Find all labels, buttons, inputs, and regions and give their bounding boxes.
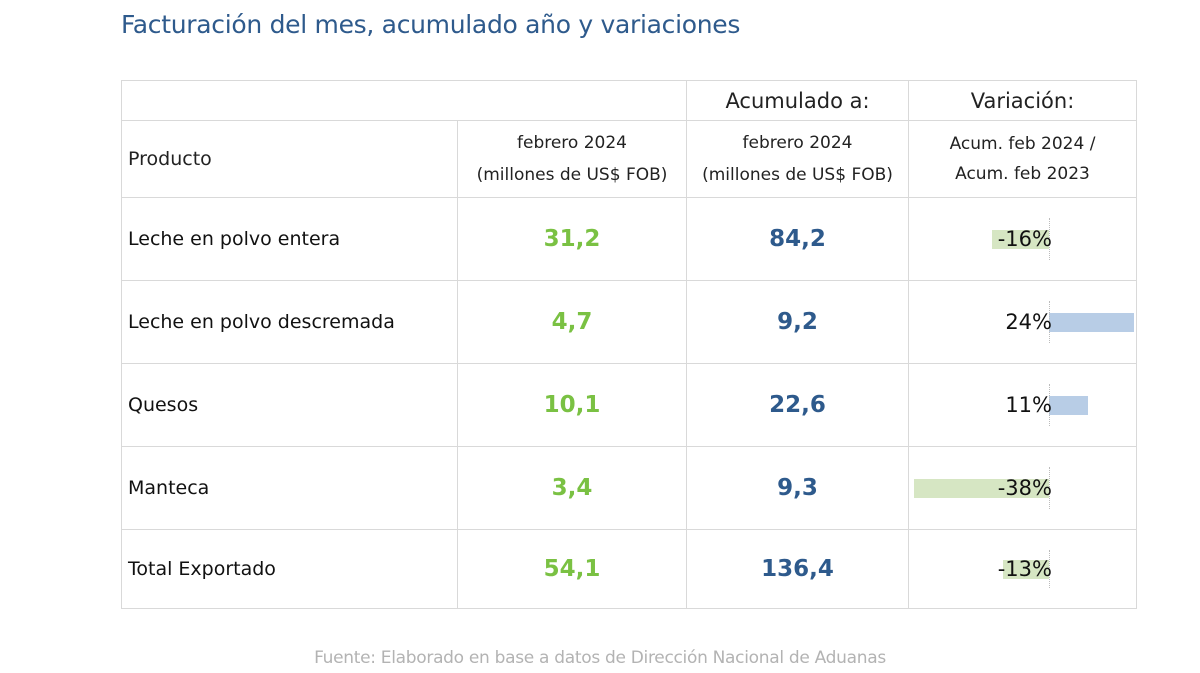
header-acum: febrero 2024 (millones de US$ FOB) [686, 120, 909, 198]
table-row: Manteca 3,4 9,3 -38% [121, 446, 1137, 530]
header-blank [121, 80, 687, 121]
zero-axis [1049, 301, 1050, 343]
header-row-sub: Producto febrero 2024 (millones de US$ F… [121, 120, 1137, 198]
product-name: Manteca [121, 446, 458, 530]
acum-value: 22,6 [686, 363, 909, 447]
total-month-value: 54,1 [457, 529, 687, 609]
header-var-line2: Acum. feb 2023 [955, 164, 1090, 184]
header-producto: Producto [121, 120, 458, 198]
total-label: Total Exportado [121, 529, 458, 609]
variation-value: -16% [997, 227, 1052, 251]
header-acum-unit: (millones de US$ FOB) [702, 165, 893, 185]
acum-value: 84,2 [686, 197, 909, 281]
product-name: Quesos [121, 363, 458, 447]
month-value: 3,4 [457, 446, 687, 530]
header-variacion: Variación: [908, 80, 1137, 121]
table-row: Leche en polvo entera 31,2 84,2 -16% [121, 197, 1137, 281]
variation-value: 11% [1005, 393, 1052, 417]
header-var: Acum. feb 2024 / Acum. feb 2023 [908, 120, 1137, 198]
page-title: Facturación del mes, acumulado año y var… [121, 10, 741, 39]
month-value: 31,2 [457, 197, 687, 281]
variation-cell: 24% [908, 280, 1137, 364]
total-variation-value: -13% [997, 557, 1052, 581]
header-month: febrero 2024 (millones de US$ FOB) [457, 120, 687, 198]
billing-table: Acumulado a: Variación: Producto febrero… [121, 80, 1137, 609]
header-acumulado: Acumulado a: [686, 80, 909, 121]
variation-cell: -16% [908, 197, 1137, 281]
month-value: 10,1 [457, 363, 687, 447]
total-acum-value: 136,4 [686, 529, 909, 609]
total-variation-cell: -13% [908, 529, 1137, 609]
header-var-line1: Acum. feb 2024 / [949, 134, 1096, 154]
header-acum-label: febrero 2024 [742, 133, 853, 153]
product-name: Leche en polvo entera [121, 197, 458, 281]
variation-cell: 11% [908, 363, 1137, 447]
acum-value: 9,2 [686, 280, 909, 364]
table-row: Quesos 10,1 22,6 11% [121, 363, 1137, 447]
variation-bar [1049, 396, 1089, 415]
variation-bar [914, 479, 1049, 498]
header-month-unit: (millones de US$ FOB) [476, 165, 668, 185]
zero-axis [1049, 550, 1050, 588]
variation-value: 24% [1005, 310, 1052, 334]
zero-axis [1049, 467, 1050, 509]
variation-value: -38% [997, 476, 1052, 500]
header-month-label: febrero 2024 [517, 133, 627, 153]
zero-axis [1049, 384, 1050, 426]
header-row-top: Acumulado a: Variación: [121, 80, 1137, 121]
product-name: Leche en polvo descremada [121, 280, 458, 364]
total-row: Total Exportado 54,1 136,4 -13% [121, 529, 1137, 609]
table-row: Leche en polvo descremada 4,7 9,2 24% [121, 280, 1137, 364]
source-note: Fuente: Elaborado en base a datos de Dir… [314, 648, 886, 668]
variation-cell: -38% [908, 446, 1137, 530]
month-value: 4,7 [457, 280, 687, 364]
zero-axis [1049, 218, 1050, 260]
variation-bar [1002, 560, 1049, 579]
variation-bar [1049, 313, 1135, 332]
acum-value: 9,3 [686, 446, 909, 530]
variation-bar [992, 230, 1049, 249]
